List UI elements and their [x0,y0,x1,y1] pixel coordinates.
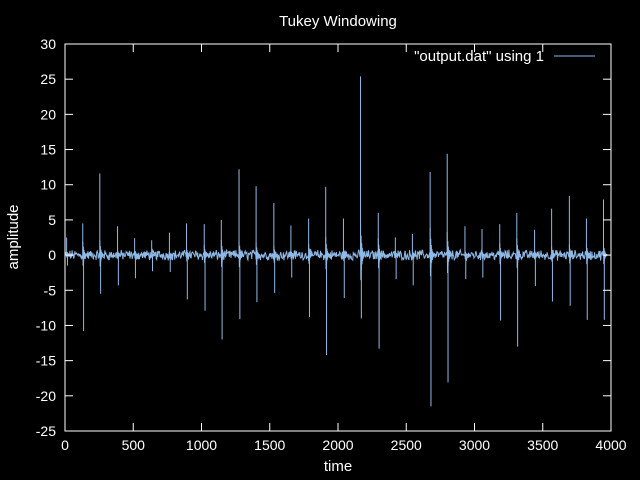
y-tick-label: -25 [36,423,56,439]
spike-ringing [117,249,122,260]
spike-ringing [429,227,435,277]
spike-ringing [585,243,591,265]
spike-ringing [255,242,261,265]
y-tick-label: 25 [40,71,56,87]
spike-ringing [446,232,452,273]
y-axis-label: amplitude [5,204,22,269]
spike-ringing [82,241,88,266]
spike-ringing [464,249,470,260]
spike-ringing [394,250,400,259]
spike-ringing [238,239,244,268]
spike-ringing [325,237,331,270]
x-tick-label: 0 [61,437,69,453]
y-tick-label: -20 [36,388,56,404]
spike-ringing [411,249,417,260]
legend: "output.dat" using 1 [414,48,595,65]
y-tick-label: 5 [48,212,56,228]
spike-ringing [360,222,365,281]
spike-ringing [534,249,539,260]
chart-title: Tukey Windowing [279,13,397,30]
series-line [64,248,605,262]
spike-ringing [185,247,191,262]
y-tick-label: -10 [36,317,56,333]
spike-ringing [516,238,522,268]
spike-ringing [342,247,348,262]
spike-ringing [99,240,105,267]
spike-ringing [568,244,574,264]
spike-ringing [481,250,487,259]
spike-ringing [499,243,505,265]
plot-series [64,76,608,407]
x-tick-label: 1500 [254,437,285,453]
spike-ringing [290,249,296,260]
spike-ringing [151,252,156,258]
x-tick-label: 2500 [391,437,422,453]
y-tick-label: 0 [48,247,56,263]
y-tick-label: 30 [40,36,56,52]
spike-ringing [134,250,139,259]
legend-entry-label: "output.dat" using 1 [414,48,544,65]
spike-ringing [168,251,174,259]
x-tick-label: 500 [122,437,146,453]
x-axis-label: time [324,458,352,475]
spike-ringing [220,239,226,267]
y-tick-label: 10 [40,177,56,193]
spike-ringing [308,243,314,264]
x-tick-label: 2000 [322,437,353,453]
spike-ringing [203,245,209,263]
y-axis: -25 -20 -15 -10 -5 0 5 10 15 20 25 30 [36,36,611,439]
x-tick-label: 3500 [527,437,558,453]
spike-ringing [551,246,556,262]
y-tick-label: -15 [36,353,56,369]
x-tick-label: 1000 [186,437,217,453]
x-tick-label: 3000 [459,437,490,453]
x-axis: 0 500 1000 1500 2000 2500 3000 3500 4000 [61,44,627,453]
spike-ringing [273,245,279,263]
y-tick-label: -5 [44,282,57,298]
y-tick-label: 15 [40,142,56,158]
y-tick-label: 20 [40,106,56,122]
x-tick-label: 4000 [595,437,626,453]
spike-ringing [377,238,383,269]
